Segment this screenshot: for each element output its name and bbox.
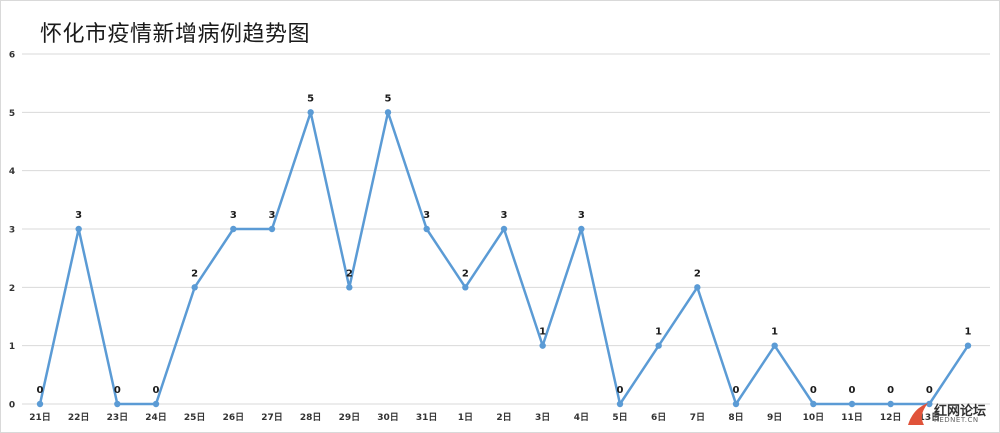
data-label: 3 bbox=[578, 210, 585, 221]
data-label: 5 bbox=[385, 93, 392, 104]
x-tick-label: 22日 bbox=[68, 412, 90, 423]
data-label: 1 bbox=[539, 327, 546, 338]
x-tick-label: 28日 bbox=[300, 412, 322, 423]
data-label: 3 bbox=[269, 210, 276, 221]
data-point bbox=[230, 225, 237, 233]
data-point bbox=[114, 400, 121, 408]
watermark-text: 红网论坛 bbox=[934, 404, 987, 419]
data-label: 0 bbox=[887, 385, 894, 396]
x-tick-label: 13日 bbox=[919, 412, 941, 423]
data-point bbox=[500, 225, 508, 233]
data-point bbox=[384, 109, 392, 116]
x-tick-label: 4日 bbox=[574, 412, 589, 423]
x-tick-label: 25日 bbox=[184, 412, 206, 423]
data-point bbox=[887, 400, 894, 408]
data-label: 0 bbox=[733, 385, 740, 396]
data-points bbox=[36, 109, 972, 408]
x-tick-label: 8日 bbox=[728, 412, 743, 423]
x-tick-label: 10日 bbox=[803, 412, 825, 423]
data-label: 1 bbox=[655, 327, 662, 338]
data-label: 0 bbox=[114, 385, 121, 396]
data-point bbox=[307, 109, 314, 116]
y-tick-label: 1 bbox=[9, 342, 15, 352]
y-axis-ticks: 0 1 2 3 4 5 6 bbox=[9, 51, 15, 411]
data-point bbox=[36, 400, 44, 408]
data-label: 3 bbox=[230, 210, 237, 221]
x-tick-label: 3日 bbox=[535, 412, 550, 423]
data-point bbox=[152, 400, 160, 408]
x-tick-label: 21日 bbox=[29, 412, 51, 423]
data-point bbox=[539, 342, 546, 349]
x-tick-label: 24日 bbox=[145, 412, 167, 423]
data-label: 1 bbox=[965, 327, 972, 338]
data-label: 0 bbox=[849, 385, 856, 396]
data-point bbox=[346, 284, 353, 291]
series-line bbox=[38, 111, 970, 406]
data-point bbox=[462, 284, 469, 291]
data-label: 0 bbox=[617, 385, 624, 396]
watermark-subtext: REDNET.CN bbox=[934, 416, 979, 424]
x-tick-label: 23日 bbox=[107, 412, 129, 423]
data-point bbox=[926, 400, 933, 408]
data-label: 2 bbox=[694, 268, 701, 279]
data-point bbox=[616, 400, 624, 408]
x-tick-label: 31日 bbox=[416, 412, 438, 423]
y-tick-label: 5 bbox=[9, 109, 15, 119]
y-tick-label: 0 bbox=[9, 401, 15, 411]
data-label: 2 bbox=[462, 268, 469, 279]
data-label: 0 bbox=[37, 385, 44, 396]
x-tick-label: 2日 bbox=[496, 412, 511, 423]
data-point bbox=[191, 284, 198, 291]
data-point bbox=[423, 225, 430, 233]
data-point bbox=[848, 400, 856, 408]
series-polyline bbox=[38, 111, 970, 406]
x-tick-label: 12日 bbox=[880, 412, 902, 423]
data-label: 2 bbox=[191, 268, 198, 279]
x-tick-label: 5日 bbox=[612, 412, 627, 423]
data-labels: 0 3 0 0 2 3 3 5 2 5 3 2 3 1 3 0 1 2 0 1 0 0 0 0 1 bbox=[37, 93, 972, 396]
data-label: 3 bbox=[423, 210, 430, 221]
watermark-logo: 红网论坛 REDNET.CN bbox=[904, 399, 992, 429]
x-tick-label: 7日 bbox=[690, 412, 705, 423]
data-point bbox=[268, 225, 276, 233]
data-label: 0 bbox=[926, 385, 933, 396]
data-point bbox=[75, 225, 82, 233]
x-tick-label: 29日 bbox=[339, 412, 361, 423]
x-tick-label: 11日 bbox=[841, 412, 863, 423]
x-tick-label: 30日 bbox=[377, 412, 399, 423]
y-tick-label: 6 bbox=[9, 51, 15, 61]
data-label: 0 bbox=[810, 385, 817, 396]
data-label: 1 bbox=[771, 327, 778, 338]
y-tick-label: 4 bbox=[9, 167, 15, 177]
data-point bbox=[732, 400, 740, 408]
data-point bbox=[964, 342, 972, 349]
data-point bbox=[694, 284, 701, 291]
y-tick-label: 2 bbox=[9, 284, 15, 294]
x-tick-label: 6日 bbox=[651, 412, 666, 423]
x-tick-label: 1日 bbox=[458, 412, 473, 423]
data-point bbox=[578, 225, 585, 233]
rednet-logo-icon bbox=[908, 403, 928, 425]
data-label: 0 bbox=[153, 385, 160, 396]
x-tick-label: 27日 bbox=[261, 412, 283, 423]
data-label: 5 bbox=[307, 93, 314, 104]
chart-title: 怀化市疫情新增病例趋势图 bbox=[40, 22, 311, 47]
x-tick-label: 26日 bbox=[223, 412, 245, 423]
x-axis-ticks: 21日 22日 23日 24日 25日 26日 27日 28日 29日 30日 31日 1日 2日 3日 4… bbox=[29, 412, 940, 423]
data-point bbox=[655, 342, 662, 349]
data-label: 3 bbox=[501, 210, 508, 221]
y-tick-label: 3 bbox=[9, 226, 15, 236]
x-tick-label: 9日 bbox=[767, 412, 782, 423]
data-label: 2 bbox=[346, 268, 353, 279]
data-point bbox=[810, 400, 817, 408]
data-label: 3 bbox=[75, 210, 82, 221]
data-point bbox=[771, 342, 778, 349]
